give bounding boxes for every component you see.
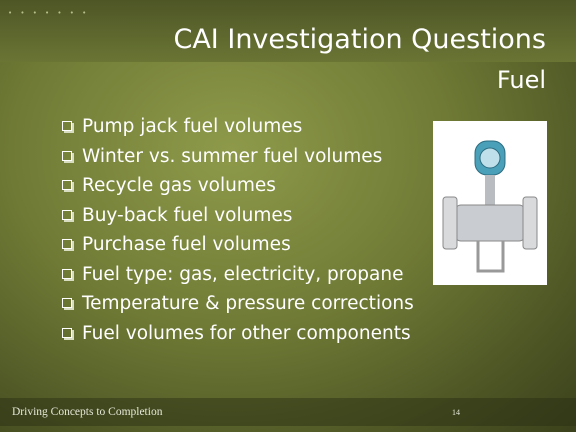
- bullet-text: Temperature & pressure corrections: [82, 293, 414, 314]
- flow-meter-image: [433, 121, 547, 285]
- bullet-box: [62, 121, 72, 131]
- bullet-item: Purchase fuel volumes: [62, 230, 414, 260]
- decoration-dots: • • • • • • •: [8, 9, 89, 17]
- bullet-text: Buy-back fuel volumes: [82, 205, 292, 226]
- footer-text: Driving Concepts to Completion: [12, 406, 162, 418]
- bullet-item: Winter vs. summer fuel volumes: [62, 142, 414, 172]
- bullet-item: Pump jack fuel volumes: [62, 112, 414, 142]
- bullet-item: Buy-back fuel volumes: [62, 201, 414, 231]
- bullet-item: Recycle gas volumes: [62, 171, 414, 201]
- bullet-item: Fuel volumes for other components: [62, 319, 414, 349]
- bullet-item: Fuel type: gas, electricity, propane: [62, 260, 414, 290]
- bullet-box: [62, 298, 72, 308]
- bullet-box: [62, 210, 72, 220]
- bullet-box: [62, 180, 72, 190]
- bullet-box: [62, 239, 72, 249]
- bullet-text: Recycle gas volumes: [82, 175, 276, 196]
- bullet-text: Pump jack fuel volumes: [82, 116, 302, 137]
- bullet-box: [62, 151, 72, 161]
- page-number: 14: [452, 408, 460, 417]
- bullet-text: Winter vs. summer fuel volumes: [82, 146, 382, 167]
- bullet-text: Purchase fuel volumes: [82, 234, 291, 255]
- bullet-item: Temperature & pressure corrections: [62, 289, 414, 319]
- slide-subtitle: Fuel: [497, 66, 546, 94]
- bullet-box: [62, 269, 72, 279]
- bullet-list: Pump jack fuel volumes Winter vs. summer …: [62, 112, 414, 348]
- slide-title: CAI Investigation Questions: [173, 24, 546, 55]
- bullet-text: Fuel type: gas, electricity, propane: [82, 264, 403, 285]
- slide: • • • • • • • CAI Investigation Question…: [0, 0, 576, 432]
- bullet-box: [62, 328, 72, 338]
- bullet-text: Fuel volumes for other components: [82, 323, 411, 344]
